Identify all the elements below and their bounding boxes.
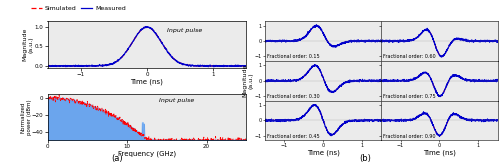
- Text: Fractional order: 0.15: Fractional order: 0.15: [267, 54, 320, 59]
- Text: (b): (b): [359, 154, 371, 163]
- X-axis label: Frequency (GHz): Frequency (GHz): [118, 151, 176, 157]
- Text: (a): (a): [112, 154, 124, 163]
- Text: Fractional order: 0.90: Fractional order: 0.90: [384, 134, 436, 139]
- Text: Fractional order: 0.45: Fractional order: 0.45: [267, 134, 320, 139]
- Y-axis label: Normalized
power (dBm): Normalized power (dBm): [21, 99, 32, 135]
- X-axis label: Time (ns): Time (ns): [306, 149, 340, 156]
- Text: Input pulse: Input pulse: [167, 28, 202, 33]
- Text: Fractional order: 0.60: Fractional order: 0.60: [384, 54, 436, 59]
- X-axis label: Time (ns): Time (ns): [130, 78, 164, 85]
- Legend: Simulated, Measured: Simulated, Measured: [28, 3, 128, 14]
- Y-axis label: Magnitude
(a.u.): Magnitude (a.u.): [22, 28, 33, 61]
- Text: Fractional order: 0.30: Fractional order: 0.30: [267, 94, 320, 99]
- Y-axis label: Magnitude
(a.u.): Magnitude (a.u.): [242, 64, 254, 97]
- Text: Input pulse: Input pulse: [159, 98, 194, 103]
- Text: Fractional order: 0.75: Fractional order: 0.75: [384, 94, 436, 99]
- X-axis label: Time (ns): Time (ns): [423, 149, 456, 156]
